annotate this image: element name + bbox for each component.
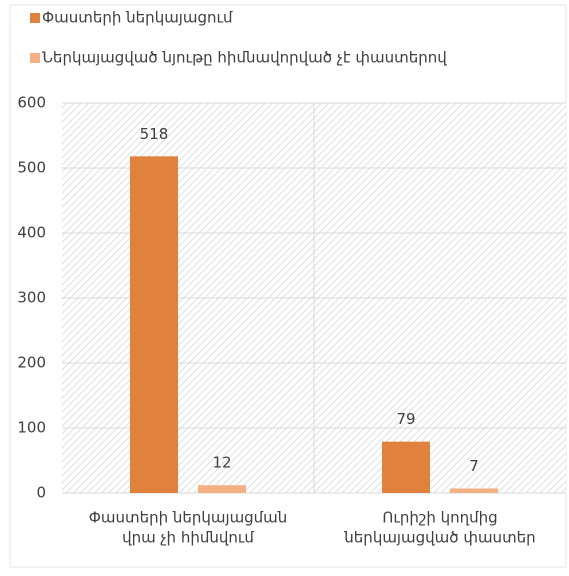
data-label: 7 — [469, 457, 479, 475]
y-tick-label: 500 — [17, 159, 46, 177]
data-label: 79 — [396, 410, 415, 428]
x-tick-label: Փաստերի ներկայացման — [89, 509, 288, 527]
legend-swatch — [30, 53, 40, 63]
legend-swatch — [30, 13, 40, 23]
y-tick-label: 100 — [17, 419, 46, 437]
bar — [130, 156, 178, 494]
y-tick-label: 200 — [17, 354, 46, 372]
legend-label: Փաստերի ներկայացում — [42, 9, 233, 27]
x-tick-label: Ուրիշի կողմից — [382, 509, 497, 527]
bar — [382, 441, 430, 493]
x-tick-label: ներկայացված փաստեր — [343, 529, 535, 547]
bar — [450, 488, 498, 493]
x-tick-label: վրա չի հիմնվում — [122, 529, 254, 547]
data-label: 518 — [140, 125, 169, 143]
legend-label: Ներկայացված նյութը հիմնավորված չէ փաստեր… — [42, 49, 447, 67]
y-tick-label: 0 — [36, 484, 46, 502]
y-tick-label: 400 — [17, 224, 46, 242]
bar — [198, 485, 246, 493]
y-tick-label: 300 — [17, 289, 46, 307]
y-tick-label: 600 — [17, 94, 46, 112]
data-label: 12 — [212, 454, 231, 472]
